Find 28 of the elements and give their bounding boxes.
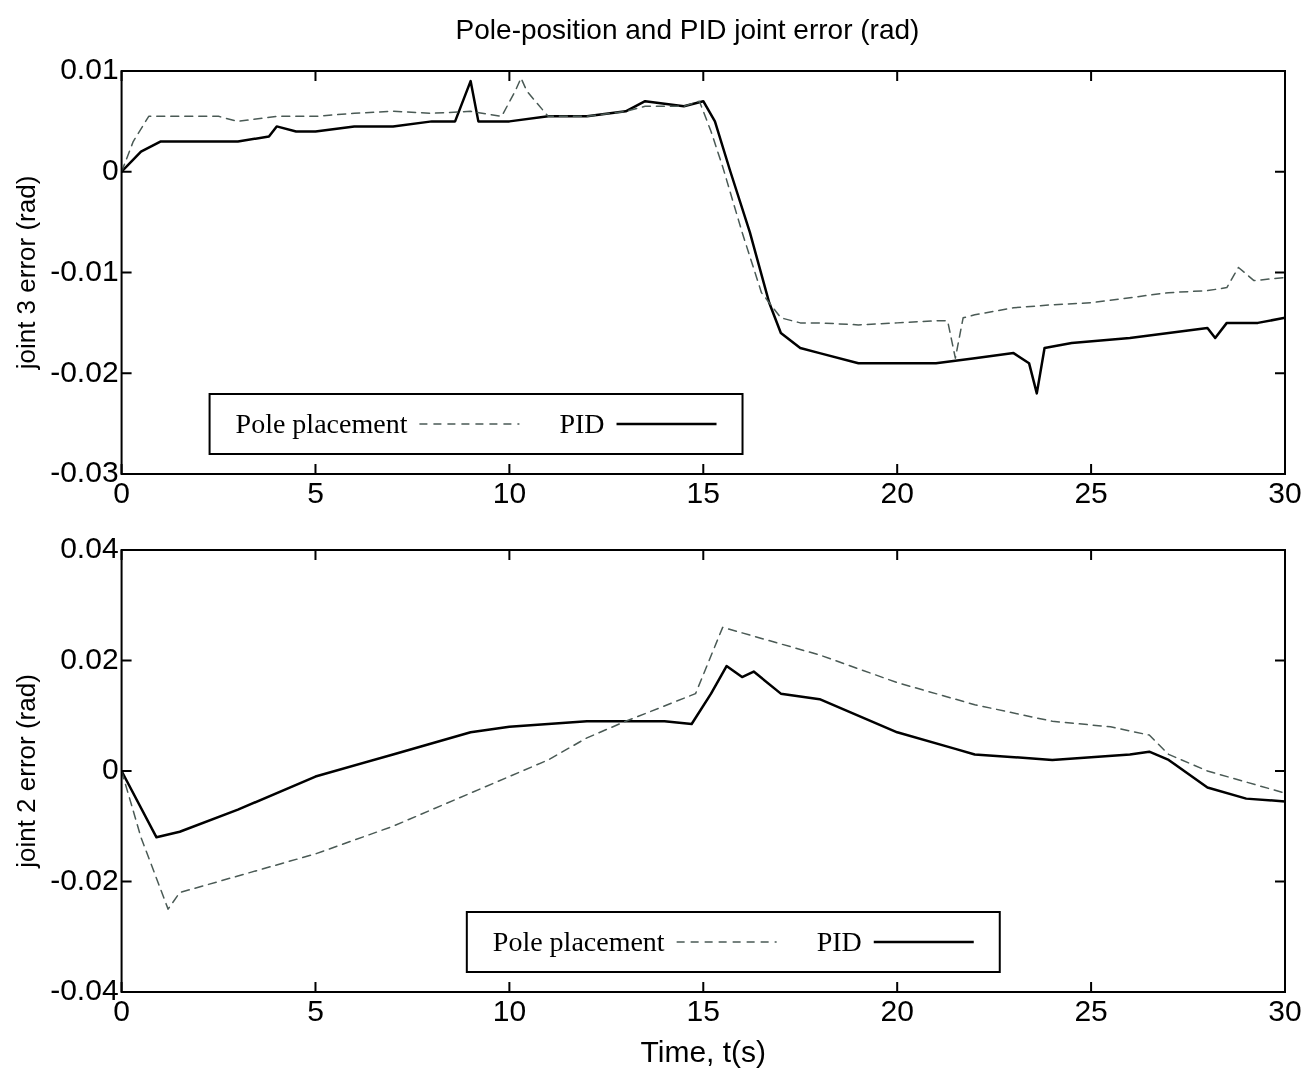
x-tick-label: 5	[307, 476, 324, 510]
legend-label: Pole placement	[492, 926, 665, 958]
x-axis-title: Time, t(s)	[640, 1035, 767, 1069]
legend-label: PID	[816, 926, 862, 958]
x-tick-label: 25	[1074, 994, 1108, 1028]
chart-title: Pole-position and PID joint error (rad)	[454, 13, 921, 47]
x-tick-label: 5	[307, 994, 324, 1028]
y-tick-label: -0.02	[50, 354, 119, 388]
y-tick-label: -0.01	[50, 253, 119, 287]
x-tick-label: 15	[686, 476, 720, 510]
y-tick-label: -0.02	[50, 862, 119, 896]
y-tick-label: 0	[101, 153, 119, 187]
legend-label: Pole placement	[235, 408, 408, 440]
y-axis-title: joint 3 error (rad)	[10, 175, 41, 371]
x-tick-label: 10	[492, 994, 527, 1028]
legend-label: PID	[559, 408, 605, 440]
x-tick-label: 30	[1268, 476, 1302, 510]
y-tick-label: 0.01	[60, 52, 119, 86]
x-tick-label: 30	[1268, 994, 1302, 1028]
x-tick-label: 20	[880, 476, 914, 510]
y-tick-label: 0.04	[60, 531, 119, 565]
x-tick-label: 15	[686, 994, 720, 1028]
x-tick-label: 20	[880, 994, 914, 1028]
y-tick-label: 0	[101, 752, 119, 786]
x-tick-label: 25	[1074, 476, 1108, 510]
y-axis-title: joint 2 error (rad)	[10, 674, 41, 869]
y-tick-label: 0.02	[60, 641, 119, 675]
x-tick-label: 10	[492, 476, 527, 510]
